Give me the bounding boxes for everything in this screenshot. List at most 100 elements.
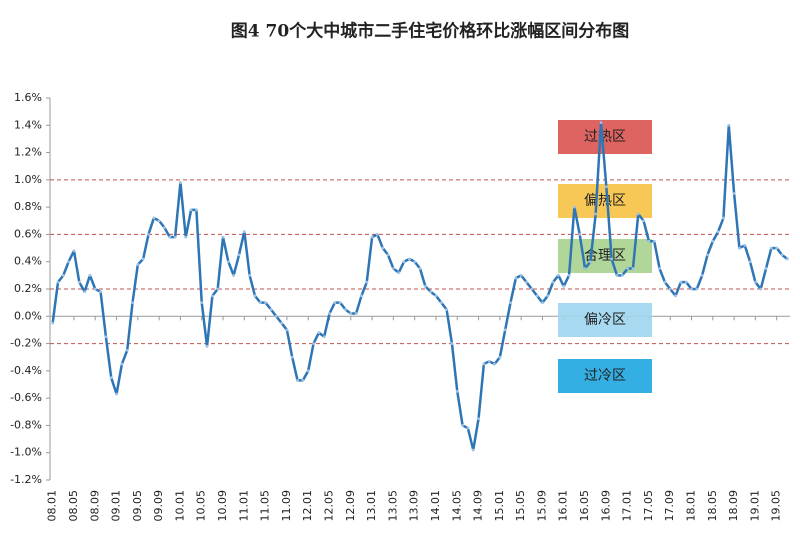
data-point (61, 273, 65, 277)
x-tick-label: 17.09 (663, 490, 676, 522)
y-tick-label: 0.0% (14, 309, 42, 322)
y-tick-label: -1.2% (10, 473, 42, 486)
data-point (354, 312, 358, 315)
data-point (514, 276, 518, 280)
data-point (423, 284, 427, 288)
data-point (104, 335, 108, 339)
x-tick-label: 18.09 (727, 490, 740, 522)
data-point (599, 121, 603, 124)
y-tick-label: 0.8% (14, 200, 42, 213)
x-tick-label: 09.05 (131, 490, 144, 522)
data-point (402, 260, 406, 264)
data-point (450, 342, 454, 345)
y-tick-label: -0.4% (10, 364, 42, 377)
data-point (306, 369, 310, 373)
data-point (67, 260, 71, 264)
data-point (189, 208, 193, 212)
data-point (753, 280, 757, 284)
x-tick-label: 08.05 (67, 490, 80, 522)
data-point (471, 448, 475, 452)
data-point (386, 253, 390, 257)
data-point (610, 257, 614, 261)
data-point (125, 348, 129, 352)
data-point (83, 290, 87, 294)
data-point (413, 260, 417, 264)
data-point (748, 260, 752, 264)
data-point (487, 359, 491, 363)
x-tick-label: 09.01 (110, 490, 123, 522)
data-point (578, 233, 582, 236)
data-point (461, 424, 464, 427)
x-tick-label: 11.05 (259, 490, 272, 522)
data-point (285, 328, 289, 332)
data-point (647, 239, 651, 243)
data-point (690, 287, 693, 291)
data-point (572, 205, 576, 209)
data-point (344, 308, 347, 311)
data-point (269, 308, 273, 311)
data-point (493, 362, 496, 366)
x-tick-label: 10.01 (173, 490, 186, 522)
data-point (652, 239, 656, 243)
x-tick-label: 14.09 (472, 490, 485, 522)
x-tick-label: 09.09 (152, 490, 165, 522)
data-point (562, 284, 566, 288)
data-point (391, 267, 395, 270)
x-tick-label: 18.05 (706, 490, 719, 522)
data-point (163, 226, 166, 230)
x-tick-label: 16.09 (599, 490, 612, 522)
data-point (168, 235, 172, 239)
data-point (769, 246, 773, 250)
zone-label: 偏热区 (584, 193, 626, 209)
y-tick-label: 0.2% (14, 282, 42, 295)
data-point (588, 260, 592, 264)
data-point (455, 389, 459, 393)
data-point (349, 312, 353, 315)
chart-title: 图4 70个大中城市二手住宅价格环比涨幅区间分布图 (231, 21, 629, 42)
data-point (216, 287, 220, 291)
data-point (253, 294, 257, 298)
data-point (264, 301, 268, 305)
x-tick-label: 19.05 (770, 490, 783, 522)
data-point (636, 212, 640, 216)
data-point (477, 417, 480, 421)
data-point (328, 312, 331, 315)
data-point (429, 290, 433, 294)
data-point (620, 273, 624, 277)
data-point (567, 273, 571, 277)
data-point (615, 273, 619, 277)
data-point (434, 294, 438, 298)
x-tick-label: 15.09 (535, 490, 548, 522)
data-point (72, 249, 76, 253)
data-point (711, 239, 715, 243)
data-point (242, 230, 246, 234)
data-point (115, 392, 118, 396)
data-point (530, 287, 534, 291)
data-point (77, 280, 81, 284)
data-point (658, 267, 661, 270)
data-point (785, 257, 789, 261)
x-tick-label: 14.01 (429, 490, 442, 522)
data-point (322, 335, 326, 339)
data-point (258, 301, 262, 305)
y-tick-label: -1.0% (10, 446, 42, 459)
x-tick-label: 08.01 (46, 490, 59, 522)
data-point (338, 301, 342, 305)
data-point (764, 267, 768, 270)
data-point (407, 257, 411, 261)
data-point (679, 280, 683, 284)
data-point (695, 287, 699, 291)
data-point (200, 301, 204, 305)
data-point (519, 273, 523, 277)
data-point (498, 355, 502, 359)
data-point (732, 192, 736, 195)
data-point (109, 376, 113, 380)
x-tick-label: 19.01 (748, 490, 761, 522)
y-tick-label: 1.4% (14, 118, 42, 131)
data-point (301, 379, 305, 382)
y-tick-label: 1.6% (14, 91, 42, 104)
data-point (668, 287, 672, 291)
data-point (674, 294, 677, 298)
data-point (557, 273, 560, 277)
data-point (663, 280, 667, 284)
